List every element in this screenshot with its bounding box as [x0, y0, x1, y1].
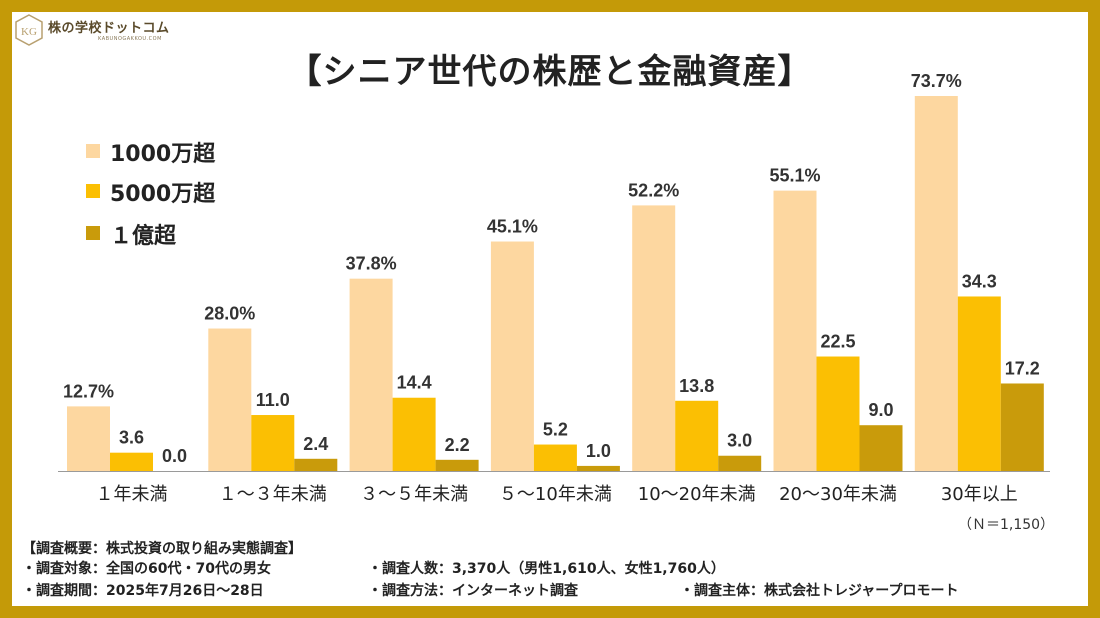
bar-2-2: [251, 415, 295, 471]
x-tick-label-1: １年未満: [96, 484, 168, 505]
bar-2-5: [675, 400, 719, 471]
logo-mark-text: KG: [21, 26, 37, 38]
data-label-2-1: 3.6: [119, 428, 144, 448]
data-label-3-6: 9.0: [868, 400, 893, 420]
bar-1-3: [349, 278, 393, 471]
data-label-3-4: 1.0: [586, 441, 611, 461]
bar-1-6: [773, 190, 817, 471]
data-label-3-3: 2.2: [445, 435, 470, 455]
x-tick-label-2: １～３年未満: [219, 484, 327, 505]
notes-sponsor: ・調査主体：株式会社トレジャープロモート: [680, 583, 959, 599]
notes-heading: 【調査概要：株式投資の取り組み実態調査】: [22, 541, 302, 557]
x-tick-label-3: ３～５年未満: [360, 484, 468, 505]
x-tick-label-7: 30年以上: [941, 484, 1018, 505]
data-label-1-2: 28.0%: [204, 304, 255, 324]
bar-1-4: [490, 241, 534, 471]
x-tick-label-5: 10～20年未満: [638, 484, 756, 505]
notes-target: ・調査対象：全国の60代・70代の男女: [22, 561, 271, 577]
bar-2-6: [816, 356, 860, 471]
bar-3-3: [435, 459, 479, 471]
bar-1-7: [914, 96, 958, 471]
logo-name: 株の学校ドットコム: [48, 21, 170, 36]
legend-swatch-1oku: [86, 226, 100, 240]
data-label-3-2: 2.4: [303, 434, 328, 454]
data-label-1-6: 55.1%: [769, 166, 820, 186]
sample-size-note: （Ｎ＝1,150）: [958, 517, 1055, 533]
bar-2-1: [110, 452, 153, 471]
data-label-2-3: 14.4: [397, 373, 432, 393]
notes-count: ・調査人数：3,370人（男性1,610人、女性1,760人）: [368, 561, 725, 577]
legend-swatch-5000man: [86, 184, 100, 198]
logo-mark-icon: KG: [15, 14, 43, 46]
x-tick-label-4: ５～10年未満: [499, 484, 612, 505]
bar-3-7: [1000, 383, 1044, 471]
bar-3-2: [294, 458, 338, 471]
bar-3-4: [576, 465, 620, 471]
legend-swatch-1000man: [86, 144, 100, 158]
bar-2-3: [392, 397, 436, 471]
x-tick-label-6: 20～30年未満: [779, 484, 897, 505]
data-label-2-5: 13.8: [679, 376, 714, 396]
legend-label-1oku: １億超: [110, 224, 177, 249]
bar-1-5: [632, 205, 676, 472]
legend-label-5000man: 5000万超: [110, 182, 216, 207]
data-label-1-7: 73.7%: [911, 71, 962, 91]
data-label-3-7: 17.2: [1005, 358, 1040, 378]
logo-subtitle: KABUNOGAKKOU.COM: [98, 36, 162, 42]
data-label-2-2: 11.0: [256, 390, 290, 410]
data-label-2-4: 5.2: [543, 420, 568, 440]
data-label-2-6: 22.5: [820, 332, 855, 352]
bar-3-6: [859, 425, 903, 471]
data-label-1-5: 52.2%: [628, 180, 679, 200]
chart-title: 【シニア世代の株歴と金融資産】: [287, 52, 813, 92]
data-label-3-5: 3.0: [727, 431, 752, 451]
data-label-1-4: 45.1%: [487, 217, 538, 237]
bar-3-5: [718, 455, 762, 471]
data-label-3-1: 0.0: [162, 446, 187, 466]
data-label-1-3: 37.8%: [346, 254, 397, 274]
notes-method: ・調査方法：インターネット調査: [368, 583, 578, 599]
legend-label-1000man: 1000万超: [110, 142, 216, 167]
bar-2-4: [533, 444, 577, 471]
bar-2-7: [957, 296, 1001, 471]
bar-1-1: [67, 406, 110, 471]
data-label-2-7: 34.3: [962, 271, 997, 291]
logo: KG 株の学校ドットコム KABUNOGAKKOU.COM: [14, 14, 214, 50]
notes-period: ・調査期間：2025年7月26日～28日: [22, 583, 264, 599]
bar-1-2: [208, 328, 252, 471]
data-label-1-1: 12.7%: [63, 381, 114, 401]
